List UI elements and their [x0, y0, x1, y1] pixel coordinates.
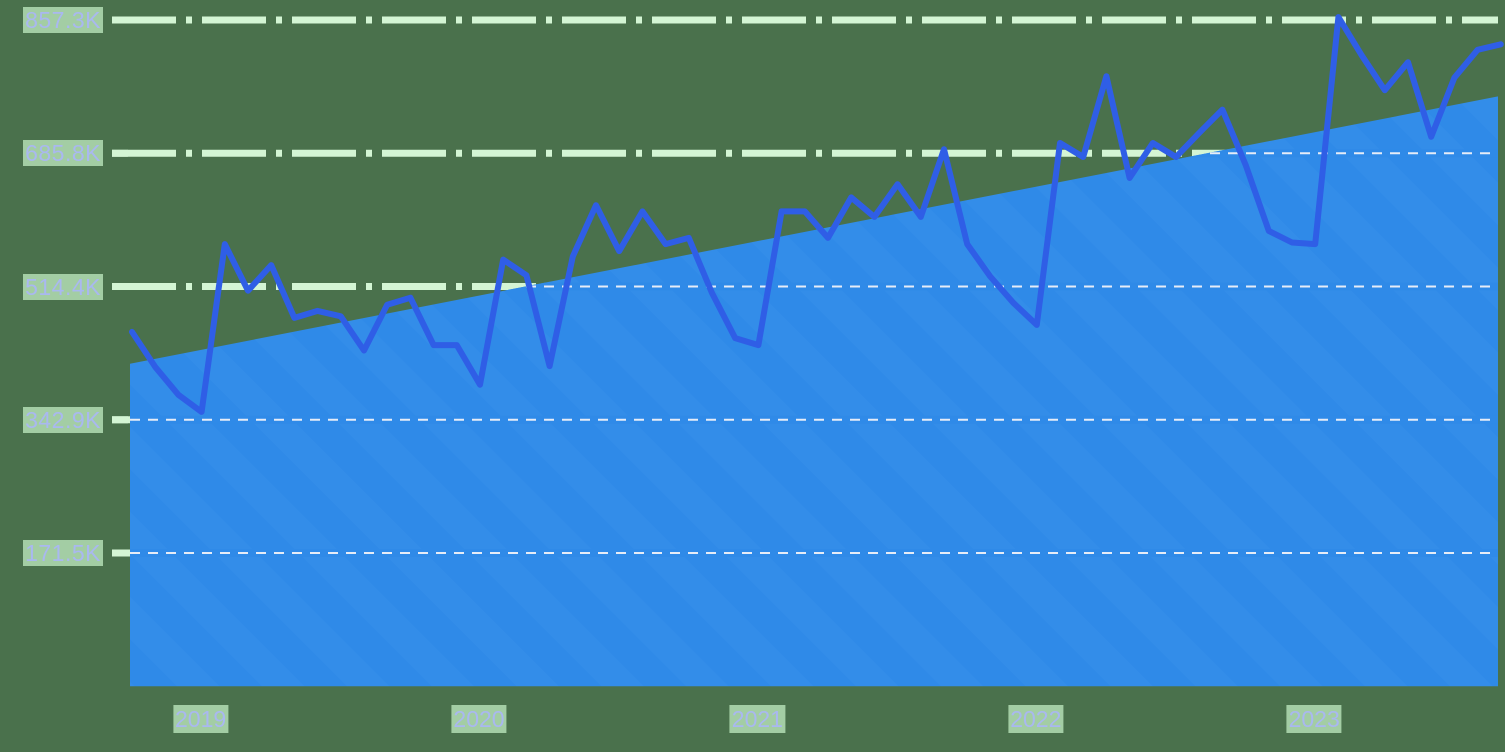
value-line	[129, 14, 1504, 415]
x-tick-label: 2021	[729, 705, 785, 733]
x-tick-label: 2019	[173, 705, 229, 733]
y-tick-label: 685.8K	[23, 140, 103, 167]
x-tick-label: 2022	[1008, 705, 1064, 733]
y-tick-marks	[112, 16, 128, 557]
y-tick-label: 171.5K	[23, 540, 103, 566]
y-tick-label: 342.9K	[23, 406, 103, 433]
trend-area	[130, 96, 1498, 687]
y-tick-label: 514.4K	[23, 273, 103, 300]
x-tick-label: 2020	[451, 705, 507, 733]
y-tick-label: 857.3K	[23, 7, 103, 33]
x-tick-label: 2023	[1286, 705, 1342, 733]
